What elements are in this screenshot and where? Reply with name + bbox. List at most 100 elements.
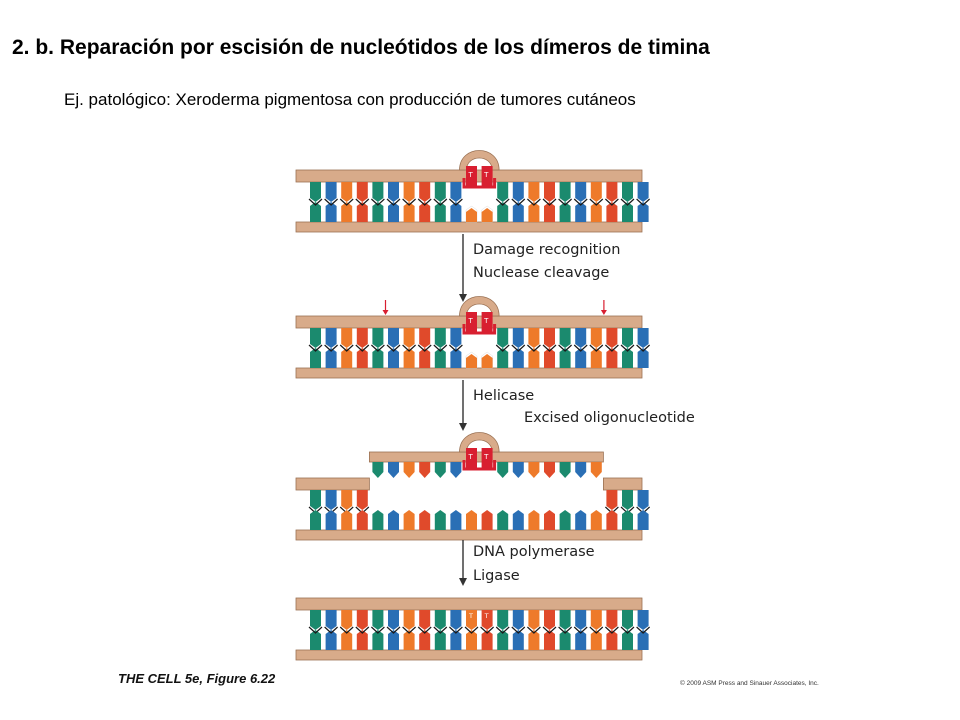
base: [481, 510, 493, 530]
base: [622, 202, 633, 222]
base: [606, 202, 618, 222]
base-pair-bond: [448, 344, 463, 352]
base: [356, 610, 368, 630]
copyright-notice: © 2009 ASM Press and Sinauer Associates,…: [680, 679, 819, 687]
base: [544, 610, 555, 630]
base: [590, 510, 602, 530]
base: [481, 610, 493, 630]
base: [419, 202, 431, 222]
base-pair-bond: [558, 198, 573, 206]
base-pair-bond: [433, 344, 448, 352]
base-pair-bond: [355, 626, 370, 634]
base: [622, 630, 633, 650]
base-pair-bond: [558, 344, 573, 352]
base: [466, 510, 477, 530]
base: [497, 510, 509, 530]
base: [512, 328, 524, 348]
backbone: [295, 221, 643, 233]
base: [559, 182, 571, 202]
backbone: [295, 649, 643, 661]
base: [512, 348, 524, 368]
base-pair-bond: [495, 344, 510, 352]
base-pair-bond: [433, 626, 448, 634]
base-pair-bond: [402, 344, 417, 352]
base-pair-bond: [589, 344, 604, 352]
base-pair-bond: [324, 626, 339, 634]
base: [544, 348, 555, 368]
base: [341, 630, 353, 650]
base: [512, 630, 524, 650]
base-pair-bond: [370, 198, 385, 206]
damaged-thymine: [481, 166, 493, 188]
base: [419, 328, 431, 348]
base-pair-bond: [417, 344, 432, 352]
base: [419, 182, 431, 202]
arrow-head: [459, 578, 467, 586]
thymine-letter: T: [484, 612, 489, 620]
base: [372, 328, 384, 348]
base: [372, 610, 384, 630]
distorted-backbone: [459, 296, 500, 317]
damaged-thymine: [466, 166, 477, 188]
thymine-letter: T: [483, 453, 489, 461]
base: [637, 510, 649, 530]
base: [528, 510, 540, 530]
base-pair-bond: [604, 344, 619, 352]
base: [434, 182, 446, 202]
base: [559, 610, 571, 630]
base: [388, 202, 399, 222]
base: [575, 610, 587, 630]
base: [622, 490, 633, 510]
base: [325, 490, 337, 510]
base: [622, 610, 633, 630]
base: [356, 202, 368, 222]
base: [341, 182, 353, 202]
thymine-letter: T: [468, 317, 474, 325]
base: [434, 328, 446, 348]
step-2: Helicase Excised oligonucleotide: [459, 380, 695, 431]
base-pair-bond: [386, 344, 401, 352]
base: [403, 202, 415, 222]
step-3-label-2: Ligase: [473, 568, 520, 584]
figure-credit: THE CELL 5e, Figure 6.22: [118, 671, 276, 686]
base: [388, 610, 399, 630]
base-pair-bond: [417, 626, 432, 634]
base: [497, 462, 509, 478]
base-pair-bond: [558, 626, 573, 634]
base-pair-bond: [355, 344, 370, 352]
base: [590, 348, 602, 368]
base: [450, 610, 462, 630]
base: [637, 328, 649, 348]
base: [637, 610, 649, 630]
base-pair-bond: [386, 626, 401, 634]
base: [450, 182, 462, 202]
base: [434, 202, 446, 222]
base: [419, 348, 431, 368]
base: [356, 490, 368, 510]
base: [528, 328, 540, 348]
base: [450, 462, 462, 478]
base: [356, 630, 368, 650]
base-pair-bond: [308, 198, 323, 206]
base: [341, 348, 353, 368]
base-pair-bond: [386, 198, 401, 206]
base: [559, 202, 571, 222]
base: [325, 202, 337, 222]
base: [512, 510, 524, 530]
thymine-letter: T: [468, 612, 473, 620]
base: [450, 328, 462, 348]
base: [590, 328, 602, 348]
base-pair-bond: [526, 198, 541, 206]
base: [590, 202, 602, 222]
thymine-letter: T: [483, 171, 489, 179]
base: [450, 348, 462, 368]
base: [575, 510, 587, 530]
base: [481, 630, 493, 650]
step-3-label-1: DNA polymerase: [473, 544, 595, 560]
base: [388, 510, 399, 530]
base-pair-bond: [511, 626, 526, 634]
base: [497, 610, 509, 630]
base: [450, 202, 462, 222]
